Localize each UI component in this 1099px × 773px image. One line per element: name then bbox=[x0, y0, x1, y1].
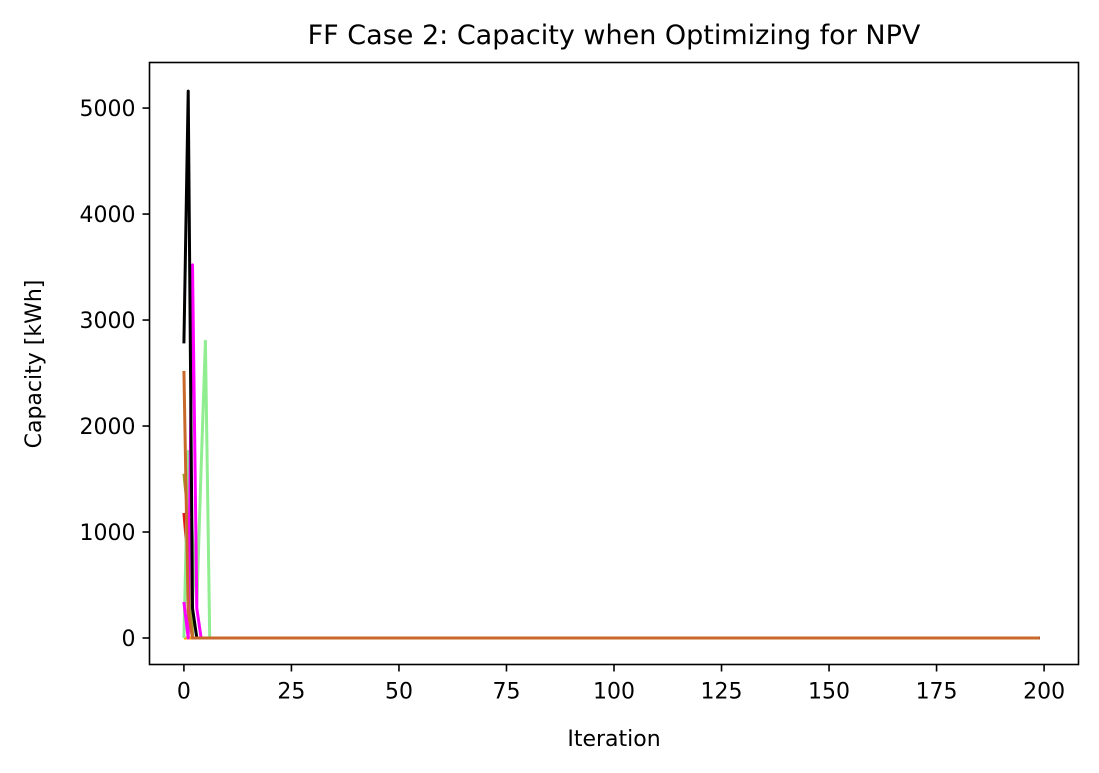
y-tick-label: 1000 bbox=[80, 521, 136, 546]
series-layer bbox=[182, 89, 1040, 640]
plot-frame bbox=[148, 61, 1080, 666]
chart-title: FF Case 2: Capacity when Optimizing for … bbox=[308, 20, 921, 51]
y-axis-label: Capacity [kWh] bbox=[22, 280, 47, 449]
y-tick-label: 2000 bbox=[80, 415, 136, 440]
x-tick-label: 175 bbox=[916, 680, 958, 705]
y-tick-label: 0 bbox=[122, 627, 136, 652]
x-tick-label: 125 bbox=[701, 680, 743, 705]
x-tick-label: 100 bbox=[593, 680, 635, 705]
series-line-7 bbox=[182, 370, 1040, 640]
y-tick-label: 3000 bbox=[80, 309, 136, 334]
x-tick-label: 150 bbox=[808, 680, 850, 705]
y-axis-ticks: 0 1000 2000 3000 4000 5000 bbox=[80, 97, 150, 652]
x-tick-label: 200 bbox=[1023, 680, 1065, 705]
x-tick-label: 25 bbox=[277, 680, 305, 705]
x-axis-ticks: 0 25 50 75 100 125 150 175 200 bbox=[177, 664, 1065, 705]
x-tick-label: 0 bbox=[177, 680, 191, 705]
x-axis-label: Iteration bbox=[567, 727, 660, 752]
x-tick-label: 50 bbox=[385, 680, 413, 705]
x-tick-label: 75 bbox=[492, 680, 520, 705]
y-tick-label: 4000 bbox=[80, 203, 136, 228]
y-tick-label: 5000 bbox=[80, 97, 136, 122]
